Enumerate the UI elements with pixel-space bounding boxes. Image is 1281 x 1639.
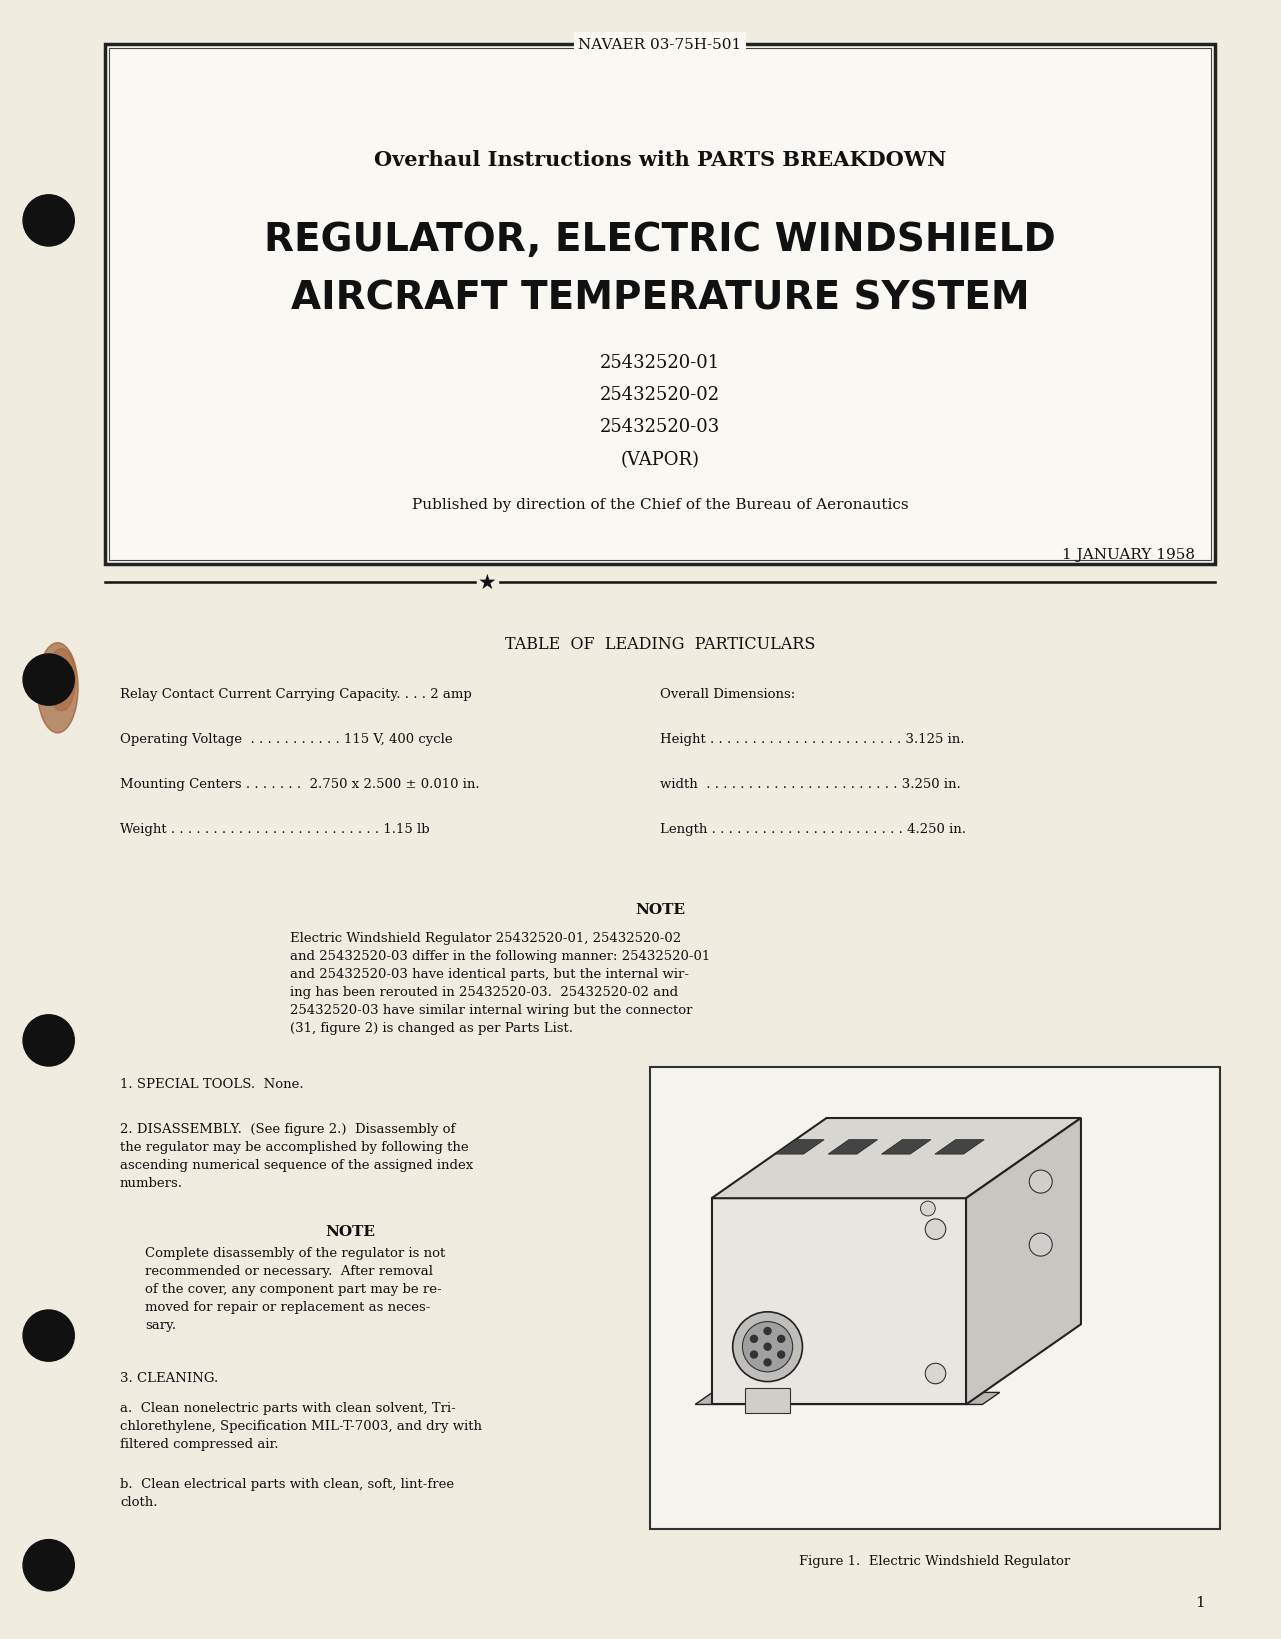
Circle shape bbox=[1029, 1170, 1052, 1193]
Text: ing has been rerouted in 25432520-03.  25432520-02 and: ing has been rerouted in 25432520-03. 25… bbox=[290, 985, 678, 998]
Text: Complete disassembly of the regulator is not: Complete disassembly of the regulator is… bbox=[145, 1246, 446, 1259]
Text: Published by direction of the Chief of the Bureau of Aeronautics: Published by direction of the Chief of t… bbox=[411, 498, 908, 511]
Text: REGULATOR, ELECTRIC WINDSHIELD: REGULATOR, ELECTRIC WINDSHIELD bbox=[264, 221, 1056, 259]
Text: and 25432520-03 differ in the following manner: 25432520-01: and 25432520-03 differ in the following … bbox=[290, 949, 710, 962]
Text: Length . . . . . . . . . . . . . . . . . . . . . . . 4.250 in.: Length . . . . . . . . . . . . . . . . .… bbox=[660, 823, 966, 836]
Text: NOTE: NOTE bbox=[635, 903, 685, 916]
Text: (31, figure 2) is changed as per Parts List.: (31, figure 2) is changed as per Parts L… bbox=[290, 1021, 573, 1034]
Ellipse shape bbox=[37, 642, 78, 734]
Text: 25432520-03 have similar internal wiring but the connector: 25432520-03 have similar internal wiring… bbox=[290, 1003, 693, 1016]
Circle shape bbox=[921, 1201, 935, 1216]
Text: NAVAER 03-75H-501: NAVAER 03-75H-501 bbox=[579, 38, 742, 52]
Circle shape bbox=[743, 1321, 793, 1372]
Bar bbox=[109, 49, 1211, 561]
Text: (VAPOR): (VAPOR) bbox=[620, 451, 699, 469]
Text: width  . . . . . . . . . . . . . . . . . . . . . . . 3.250 in.: width . . . . . . . . . . . . . . . . . … bbox=[660, 779, 961, 792]
Circle shape bbox=[733, 1311, 802, 1382]
Circle shape bbox=[925, 1364, 945, 1383]
Bar bbox=[744, 1388, 790, 1413]
Text: 2. DISASSEMBLY.  (See figure 2.)  Disassembly of: 2. DISASSEMBLY. (See figure 2.) Disassem… bbox=[120, 1123, 455, 1136]
Text: Operating Voltage  . . . . . . . . . . . 115 V, 400 cycle: Operating Voltage . . . . . . . . . . . … bbox=[120, 733, 452, 746]
Text: of the cover, any component part may be re-: of the cover, any component part may be … bbox=[145, 1282, 442, 1295]
Text: 3. CLEANING.: 3. CLEANING. bbox=[120, 1372, 218, 1385]
Polygon shape bbox=[966, 1118, 1081, 1405]
Polygon shape bbox=[935, 1141, 984, 1154]
Text: TABLE  OF  LEADING  PARTICULARS: TABLE OF LEADING PARTICULARS bbox=[505, 636, 815, 652]
Circle shape bbox=[763, 1359, 771, 1365]
Polygon shape bbox=[711, 1118, 1081, 1198]
Circle shape bbox=[23, 1310, 74, 1362]
Text: numbers.: numbers. bbox=[120, 1177, 183, 1190]
Text: 1: 1 bbox=[1195, 1595, 1205, 1609]
Circle shape bbox=[763, 1344, 771, 1351]
Text: a.  Clean nonelectric parts with clean solvent, Tri-: a. Clean nonelectric parts with clean so… bbox=[120, 1401, 456, 1414]
Polygon shape bbox=[881, 1141, 931, 1154]
Text: chlorethylene, Specification MIL-T-7003, and dry with: chlorethylene, Specification MIL-T-7003,… bbox=[120, 1419, 482, 1432]
Text: Figure 1.  Electric Windshield Regulator: Figure 1. Electric Windshield Regulator bbox=[799, 1554, 1071, 1567]
Ellipse shape bbox=[47, 649, 76, 711]
Circle shape bbox=[23, 1015, 74, 1067]
Text: 1 JANUARY 1958: 1 JANUARY 1958 bbox=[1062, 547, 1195, 562]
Circle shape bbox=[925, 1219, 945, 1239]
Text: b.  Clean electrical parts with clean, soft, lint-free: b. Clean electrical parts with clean, so… bbox=[120, 1477, 455, 1490]
Text: Overhaul Instructions with PARTS BREAKDOWN: Overhaul Instructions with PARTS BREAKDO… bbox=[374, 149, 947, 170]
Circle shape bbox=[23, 1539, 74, 1591]
Text: Mounting Centers . . . . . . .  2.750 x 2.500 ± 0.010 in.: Mounting Centers . . . . . . . 2.750 x 2… bbox=[120, 779, 479, 792]
Circle shape bbox=[751, 1336, 757, 1342]
Text: sary.: sary. bbox=[145, 1318, 175, 1331]
Text: 1. SPECIAL TOOLS.  None.: 1. SPECIAL TOOLS. None. bbox=[120, 1077, 304, 1090]
Bar bbox=[711, 1198, 966, 1405]
Text: and 25432520-03 have identical parts, but the internal wir-: and 25432520-03 have identical parts, bu… bbox=[290, 967, 689, 980]
Text: Height . . . . . . . . . . . . . . . . . . . . . . . 3.125 in.: Height . . . . . . . . . . . . . . . . .… bbox=[660, 733, 965, 746]
Polygon shape bbox=[775, 1141, 824, 1154]
Bar bbox=[649, 1067, 1220, 1529]
Circle shape bbox=[751, 1351, 757, 1359]
Polygon shape bbox=[828, 1141, 877, 1154]
Circle shape bbox=[778, 1351, 785, 1359]
Circle shape bbox=[23, 654, 74, 706]
Text: filtered compressed air.: filtered compressed air. bbox=[120, 1437, 279, 1451]
Text: NOTE: NOTE bbox=[325, 1224, 375, 1237]
Text: 25432520-02: 25432520-02 bbox=[600, 385, 720, 403]
Text: Electric Windshield Regulator 25432520-01, 25432520-02: Electric Windshield Regulator 25432520-0… bbox=[290, 931, 681, 944]
Circle shape bbox=[778, 1336, 785, 1342]
Text: Overall Dimensions:: Overall Dimensions: bbox=[660, 688, 796, 701]
Circle shape bbox=[1029, 1234, 1052, 1257]
Text: Relay Contact Current Carrying Capacity. . . . 2 amp: Relay Contact Current Carrying Capacity.… bbox=[120, 688, 471, 701]
Text: ascending numerical sequence of the assigned index: ascending numerical sequence of the assi… bbox=[120, 1159, 473, 1172]
Text: the regulator may be accomplished by following the: the regulator may be accomplished by fol… bbox=[120, 1141, 469, 1154]
Text: 25432520-03: 25432520-03 bbox=[600, 418, 720, 436]
Text: cloth.: cloth. bbox=[120, 1495, 158, 1508]
Text: AIRCRAFT TEMPERATURE SYSTEM: AIRCRAFT TEMPERATURE SYSTEM bbox=[291, 279, 1030, 316]
Text: Weight . . . . . . . . . . . . . . . . . . . . . . . . . 1.15 lb: Weight . . . . . . . . . . . . . . . . .… bbox=[120, 823, 429, 836]
Text: recommended or necessary.  After removal: recommended or necessary. After removal bbox=[145, 1264, 433, 1277]
Text: 25432520-01: 25432520-01 bbox=[600, 354, 720, 372]
Polygon shape bbox=[696, 1393, 999, 1405]
Circle shape bbox=[23, 195, 74, 247]
Text: moved for repair or replacement as neces-: moved for repair or replacement as neces… bbox=[145, 1300, 430, 1313]
Circle shape bbox=[763, 1328, 771, 1334]
Text: ★: ★ bbox=[478, 572, 497, 593]
Bar bbox=[105, 44, 1214, 565]
